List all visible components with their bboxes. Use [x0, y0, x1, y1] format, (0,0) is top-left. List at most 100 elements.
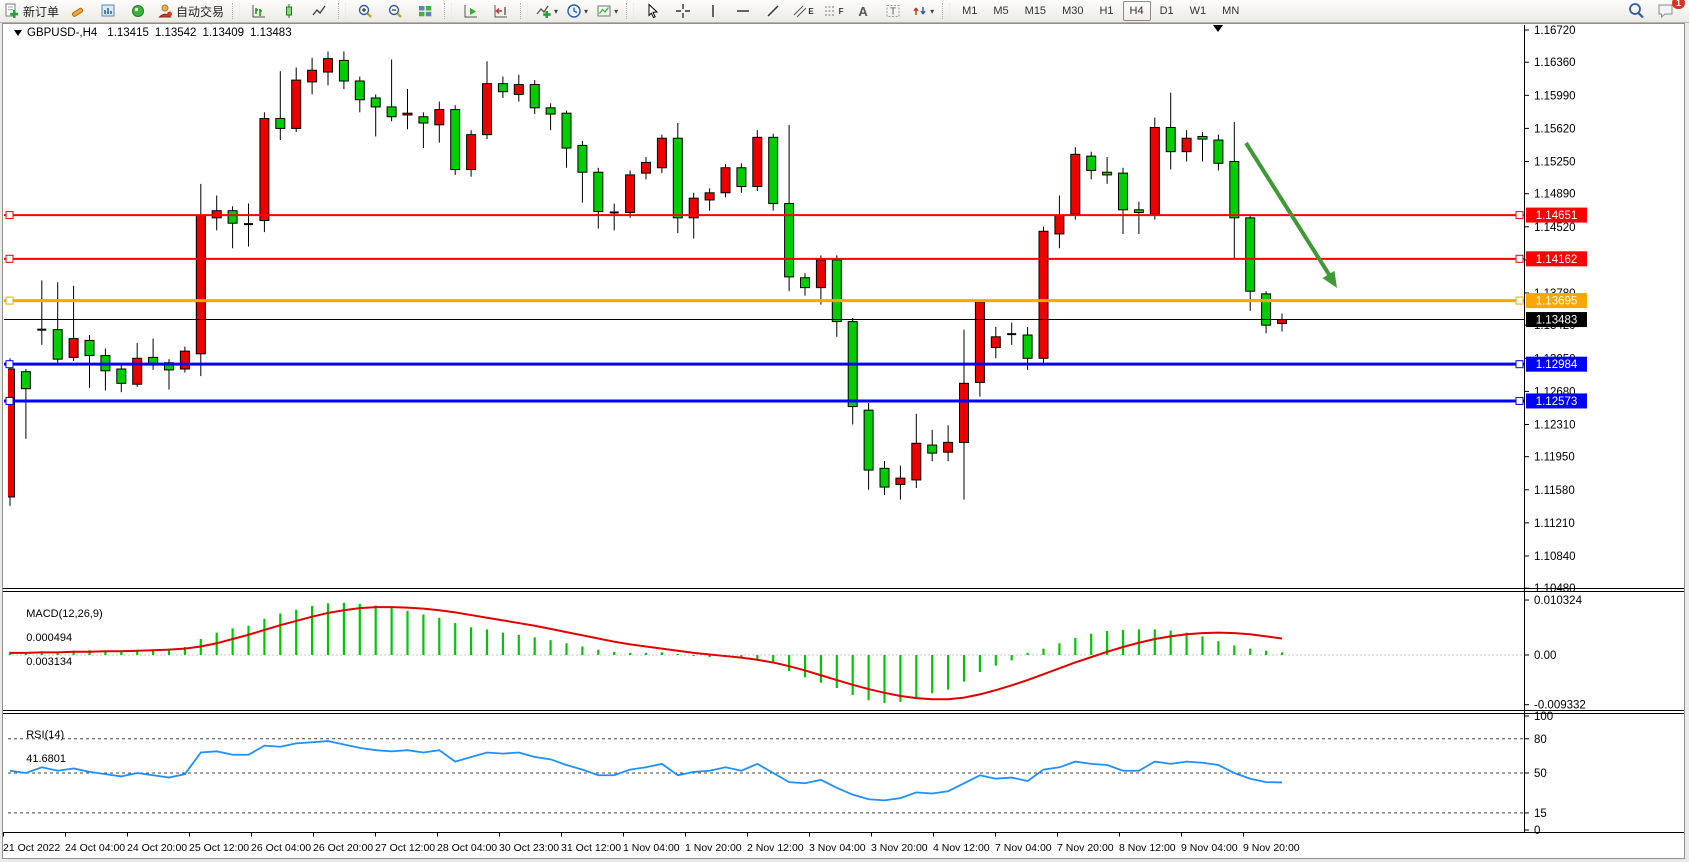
axis-price-label — [1526, 251, 1587, 267]
line-handle[interactable] — [5, 254, 14, 263]
fibonacci-glyph: F — [838, 6, 844, 16]
macd-name: MACD(12,26,9) — [26, 608, 103, 620]
line-chart-icon — [312, 5, 326, 16]
notifications-button[interactable]: 1 — [1652, 0, 1685, 22]
line-handle[interactable] — [1515, 360, 1524, 369]
chart-title-bar: GBPUSD-,H4 1.13415 1.13542 1.13409 1.134… — [14, 27, 292, 39]
auto-trading-button[interactable]: 自动交易 — [154, 0, 227, 22]
axis-price-label — [1526, 207, 1587, 223]
collapse-icon[interactable] — [14, 30, 22, 36]
line-handle[interactable] — [5, 396, 14, 405]
tf-button-mn[interactable]: MN — [1222, 5, 1240, 17]
horizontal-line-tool-button[interactable] — [729, 0, 757, 22]
line-handle[interactable] — [5, 360, 14, 369]
line-handle[interactable] — [5, 211, 14, 220]
svg-text:1.15990: 1.15990 — [1534, 90, 1576, 102]
new-order-button[interactable]: 新订单 — [1, 0, 62, 22]
cursor-icon — [648, 3, 659, 19]
vertical-line-tool-button[interactable] — [699, 0, 727, 22]
tf-button-h1[interactable]: H1 — [1099, 5, 1114, 17]
channel-glyph: E — [808, 6, 814, 16]
timeframe-bar: M1 M5 M15 M30 H1 H4 D1 W1 MN — [954, 1, 1247, 21]
toolbar-grip — [232, 3, 241, 19]
axis-price-label — [1526, 356, 1587, 372]
market-watch-button[interactable] — [94, 0, 122, 22]
svg-text:30 Oct 23:00: 30 Oct 23:00 — [499, 842, 559, 854]
auto-scroll-icon — [464, 5, 478, 18]
tf-button-m1[interactable]: M1 — [962, 5, 978, 17]
new-order-label: 新订单 — [23, 4, 60, 19]
svg-text:15: 15 — [1534, 808, 1547, 820]
vertical-line-icon — [712, 5, 714, 17]
zoom-out-button[interactable] — [381, 0, 409, 22]
line-handle[interactable] — [1515, 254, 1524, 263]
auto-scroll-button[interactable] — [457, 0, 485, 22]
text-label-icon: T — [886, 5, 900, 18]
styler-button[interactable] — [64, 0, 92, 22]
toolbar-grip — [942, 3, 951, 19]
svg-text:0.00: 0.00 — [1534, 650, 1556, 662]
crosshair-tool-button[interactable] — [669, 0, 697, 22]
zoom-in-button[interactable] — [351, 0, 379, 22]
toolbar-grip — [444, 3, 453, 19]
fibonacci-icon — [824, 6, 835, 16]
search-button[interactable] — [1622, 0, 1650, 22]
svg-text:100: 100 — [1534, 711, 1553, 723]
line-handle[interactable] — [1515, 211, 1524, 220]
tf-button-d1[interactable]: D1 — [1159, 5, 1174, 17]
toolbar-grip — [520, 3, 529, 19]
templates-button[interactable]: ▾ — [593, 0, 621, 22]
line-handle[interactable] — [1515, 396, 1524, 405]
text-tool-button[interactable]: A — [849, 0, 877, 22]
tile-windows-button[interactable] — [411, 0, 439, 22]
tf-button-h4[interactable]: H4 — [1122, 1, 1151, 21]
line-handle[interactable] — [1515, 296, 1524, 305]
rsi-name: RSI(14) — [26, 729, 65, 741]
trend-arrow-annotation[interactable] — [1244, 141, 1337, 288]
indicators-button[interactable]: ▾ — [533, 0, 561, 22]
svg-text:80: 80 — [1534, 734, 1547, 746]
tf-button-m15[interactable]: M15 — [1024, 5, 1047, 17]
tf-button-w1[interactable]: W1 — [1189, 5, 1207, 17]
template-icon — [597, 5, 611, 17]
svg-text:1.14890: 1.14890 — [1534, 189, 1576, 201]
svg-text:1.16720: 1.16720 — [1534, 25, 1576, 37]
new-order-icon — [5, 3, 19, 18]
svg-text:1.11580: 1.11580 — [1534, 485, 1575, 497]
bar-chart-icon — [252, 5, 266, 18]
candlestick-chart-button[interactable] — [275, 0, 303, 22]
svg-text:1.15620: 1.15620 — [1534, 123, 1576, 135]
ohlc-high: 1.13542 — [154, 27, 197, 39]
tf-button-m30[interactable]: M30 — [1062, 5, 1084, 17]
symbol-title: GBPUSD-,H4 — [27, 27, 98, 39]
chart-shift-marker[interactable] — [1213, 25, 1223, 32]
chart-shift-button[interactable] — [487, 0, 515, 22]
periods-button[interactable]: ▾ — [563, 0, 591, 22]
tf-button-m5[interactable]: M5 — [993, 5, 1009, 17]
trendline-tool-button[interactable] — [759, 0, 787, 22]
fibonacci-tool-button[interactable]: F — [819, 0, 847, 22]
svg-text:1.11950: 1.11950 — [1534, 452, 1575, 464]
macd-signal-line — [10, 606, 1283, 701]
cursor-tool-button[interactable] — [639, 0, 667, 22]
svg-text:24 Oct 04:00: 24 Oct 04:00 — [65, 842, 125, 854]
macd-histogram — [8, 602, 1284, 703]
svg-text:7 Nov 04:00: 7 Nov 04:00 — [995, 842, 1052, 854]
line-handle[interactable] — [5, 296, 14, 305]
rsi-line — [9, 740, 1283, 802]
svg-text:4 Nov 12:00: 4 Nov 12:00 — [933, 842, 990, 854]
svg-text:T: T — [890, 7, 896, 18]
svg-text:1.14520: 1.14520 — [1534, 222, 1576, 234]
arrows-tool-button[interactable]: ▾ — [909, 0, 937, 22]
bar-chart-button[interactable] — [245, 0, 273, 22]
svg-text:1 Nov 20:00: 1 Nov 20:00 — [685, 842, 742, 854]
signals-button[interactable] — [124, 0, 152, 22]
channel-icon — [794, 5, 807, 18]
text-label-tool-button[interactable]: T — [879, 0, 907, 22]
channel-tool-button[interactable]: E — [789, 0, 817, 22]
line-chart-button[interactable] — [305, 0, 333, 22]
signal-icon — [132, 5, 145, 17]
chat-bubble-icon — [1658, 4, 1673, 19]
